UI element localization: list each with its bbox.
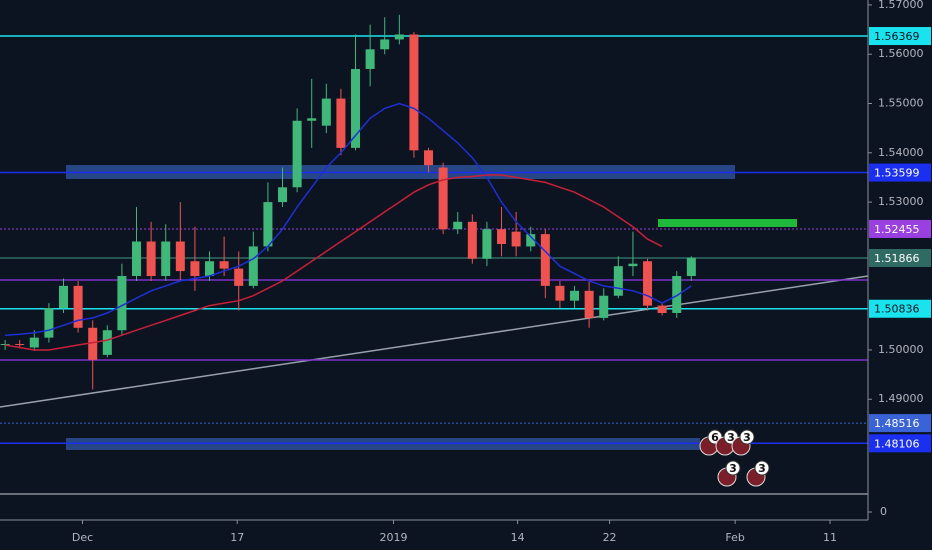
x-tick-label: 17 <box>230 531 244 544</box>
candle-body <box>59 285 69 309</box>
event-badge <box>754 460 770 476</box>
candle-body <box>146 241 156 277</box>
target-bar <box>658 219 797 227</box>
candle-body <box>307 118 317 121</box>
y-tick-label: 1.49000 <box>878 392 924 405</box>
candle-body <box>15 344 25 346</box>
y-tick-label: 1.56000 <box>878 47 924 60</box>
level-label-box <box>869 299 931 318</box>
candle-body <box>584 290 594 318</box>
candle-body <box>599 295 609 318</box>
event-count: 6 <box>711 431 719 444</box>
moving-average <box>4 174 663 351</box>
time-axis <box>0 520 932 550</box>
candle-body <box>394 34 404 40</box>
level-label: 1.56369 <box>874 30 920 43</box>
candle-body <box>278 187 288 203</box>
candle-body <box>321 98 331 126</box>
candle-body <box>219 261 229 269</box>
candle-body <box>161 241 171 277</box>
level-label: 1.48106 <box>874 437 920 450</box>
candle-body <box>438 167 448 230</box>
candle-body <box>497 229 507 244</box>
candle-body <box>248 246 258 286</box>
event-count: 3 <box>729 462 737 475</box>
candle-body <box>132 241 142 277</box>
level-label-box <box>869 248 931 267</box>
moving-average <box>5 102 692 336</box>
level-label-box <box>869 163 931 182</box>
candle-body <box>351 69 361 148</box>
x-tick-label: 14 <box>511 531 525 544</box>
candle-body <box>409 34 419 151</box>
candle-body <box>102 330 112 355</box>
level-label-box <box>869 219 931 238</box>
candle-body <box>570 290 580 301</box>
y-tick-label: 1.55000 <box>878 97 924 110</box>
candle-body <box>613 266 623 296</box>
candle-body <box>526 234 536 247</box>
event-badge <box>739 429 755 445</box>
candle-body <box>234 268 244 286</box>
event-count: 3 <box>758 462 766 475</box>
candle-body <box>424 150 434 166</box>
level-label-box <box>869 434 931 453</box>
level-label-box <box>869 414 931 433</box>
level-label: 1.50836 <box>874 303 920 316</box>
candle-body <box>190 261 200 277</box>
volume-tick-label: 0 <box>880 505 887 518</box>
candle-body <box>88 327 98 360</box>
y-tick-label: 1.50000 <box>878 343 924 356</box>
candle-body <box>657 305 667 313</box>
candle-body <box>672 276 682 313</box>
event-badge <box>725 460 741 476</box>
candle-body <box>686 257 696 277</box>
level-label-box <box>869 27 931 46</box>
candle-body <box>453 221 463 230</box>
candle-body <box>175 241 185 272</box>
level-label: 1.51866 <box>874 252 920 265</box>
level-label: 1.48516 <box>874 417 920 430</box>
candle-body <box>263 202 273 247</box>
x-tick-label: 22 <box>603 531 617 544</box>
x-tick-label: 11 <box>823 531 837 544</box>
x-tick-label: 2019 <box>379 531 407 544</box>
candle-body <box>628 263 638 267</box>
drawings <box>0 35 869 495</box>
x-tick-label: Dec <box>72 531 93 544</box>
candle-body <box>555 285 565 301</box>
candle-body <box>365 49 375 70</box>
trend-line <box>0 275 869 408</box>
candle-body <box>643 261 653 306</box>
x-tick-label: Feb <box>725 531 744 544</box>
y-tick-label: 1.54000 <box>878 146 924 159</box>
candle-body <box>292 120 302 188</box>
candle-body <box>511 231 521 247</box>
candle-body <box>117 276 127 331</box>
candle-body <box>336 98 346 148</box>
event-count: 3 <box>743 431 751 444</box>
candle-body <box>467 221 477 259</box>
candle-body <box>29 337 39 348</box>
candle-body <box>540 234 550 286</box>
candle-body <box>380 39 390 50</box>
level-label: 1.53599 <box>874 167 920 180</box>
candle-body <box>44 308 54 338</box>
candle-body <box>73 285 83 328</box>
candle-body <box>0 344 10 346</box>
level-label: 1.52455 <box>874 223 920 236</box>
event-count: 3 <box>727 431 735 444</box>
candle-body <box>205 261 215 277</box>
y-tick-label: 1.57000 <box>878 0 924 11</box>
y-tick-label: 1.53000 <box>878 195 924 208</box>
candle-body <box>482 229 492 259</box>
price-axis <box>868 0 932 550</box>
